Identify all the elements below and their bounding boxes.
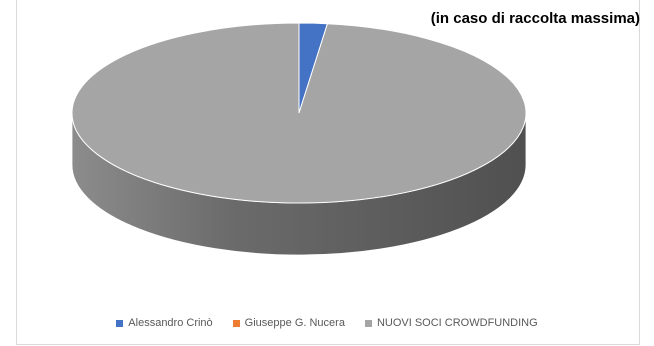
legend-swatch (364, 319, 372, 327)
legend-swatch (232, 319, 240, 327)
chart-title: (in caso di raccolta massima) (430, 10, 640, 27)
chart-frame (16, 0, 640, 345)
legend-item: Giuseppe G. Nucera (232, 317, 345, 329)
legend-label: NUOVI SOCI CROWDFUNDING (376, 317, 538, 329)
pie-slice-2 (71, 22, 527, 204)
legend: Alessandro Crinò Giuseppe G. Nucera NUOVI … (0, 317, 654, 329)
legend-swatch (116, 319, 124, 327)
legend-item: NUOVI SOCI CROWDFUNDING (364, 317, 538, 329)
legend-item: Alessandro Crinò (116, 317, 213, 329)
legend-label: Giuseppe G. Nucera (244, 317, 345, 329)
legend-label: Alessandro Crinò (128, 317, 213, 329)
